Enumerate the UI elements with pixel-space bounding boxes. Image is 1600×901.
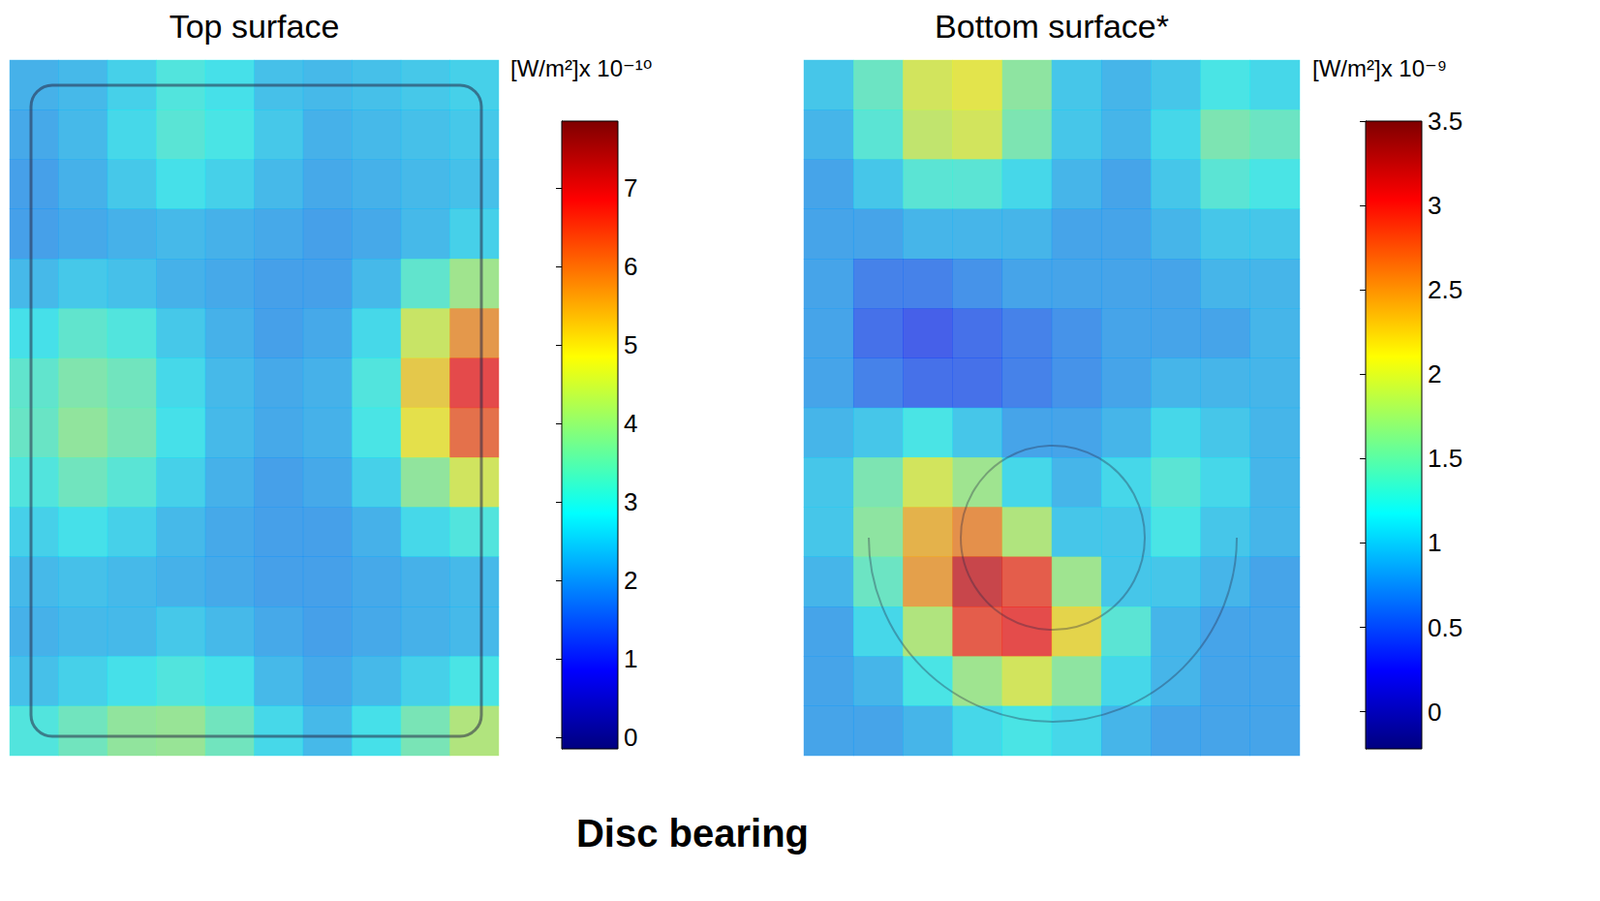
svg-text:[W/m²]x 10⁻¹⁰: [W/m²]x 10⁻¹⁰ xyxy=(510,55,652,82)
svg-text:7: 7 xyxy=(623,173,638,203)
svg-text:5: 5 xyxy=(623,330,638,360)
svg-text:0: 0 xyxy=(1427,697,1442,727)
svg-text:2: 2 xyxy=(1427,359,1442,389)
svg-text:1.5: 1.5 xyxy=(1427,443,1463,473)
svg-text:3: 3 xyxy=(623,487,638,517)
svg-text:2.5: 2.5 xyxy=(1427,275,1463,305)
svg-text:Bottom surface*: Bottom surface* xyxy=(934,7,1170,45)
svg-text:0: 0 xyxy=(623,722,638,752)
svg-text:Top surface: Top surface xyxy=(169,7,340,45)
svg-text:0.5: 0.5 xyxy=(1427,613,1463,643)
svg-text:[W/m²]x 10⁻⁹: [W/m²]x 10⁻⁹ xyxy=(1312,55,1447,82)
svg-text:1: 1 xyxy=(1427,527,1442,557)
svg-text:2: 2 xyxy=(623,565,638,595)
svg-text:3.5: 3.5 xyxy=(1427,106,1463,136)
svg-text:3: 3 xyxy=(1427,190,1442,220)
svg-text:6: 6 xyxy=(623,251,638,281)
svg-text:Disc bearing: Disc bearing xyxy=(576,811,809,855)
svg-text:1: 1 xyxy=(623,644,638,674)
svg-text:4: 4 xyxy=(623,408,638,438)
